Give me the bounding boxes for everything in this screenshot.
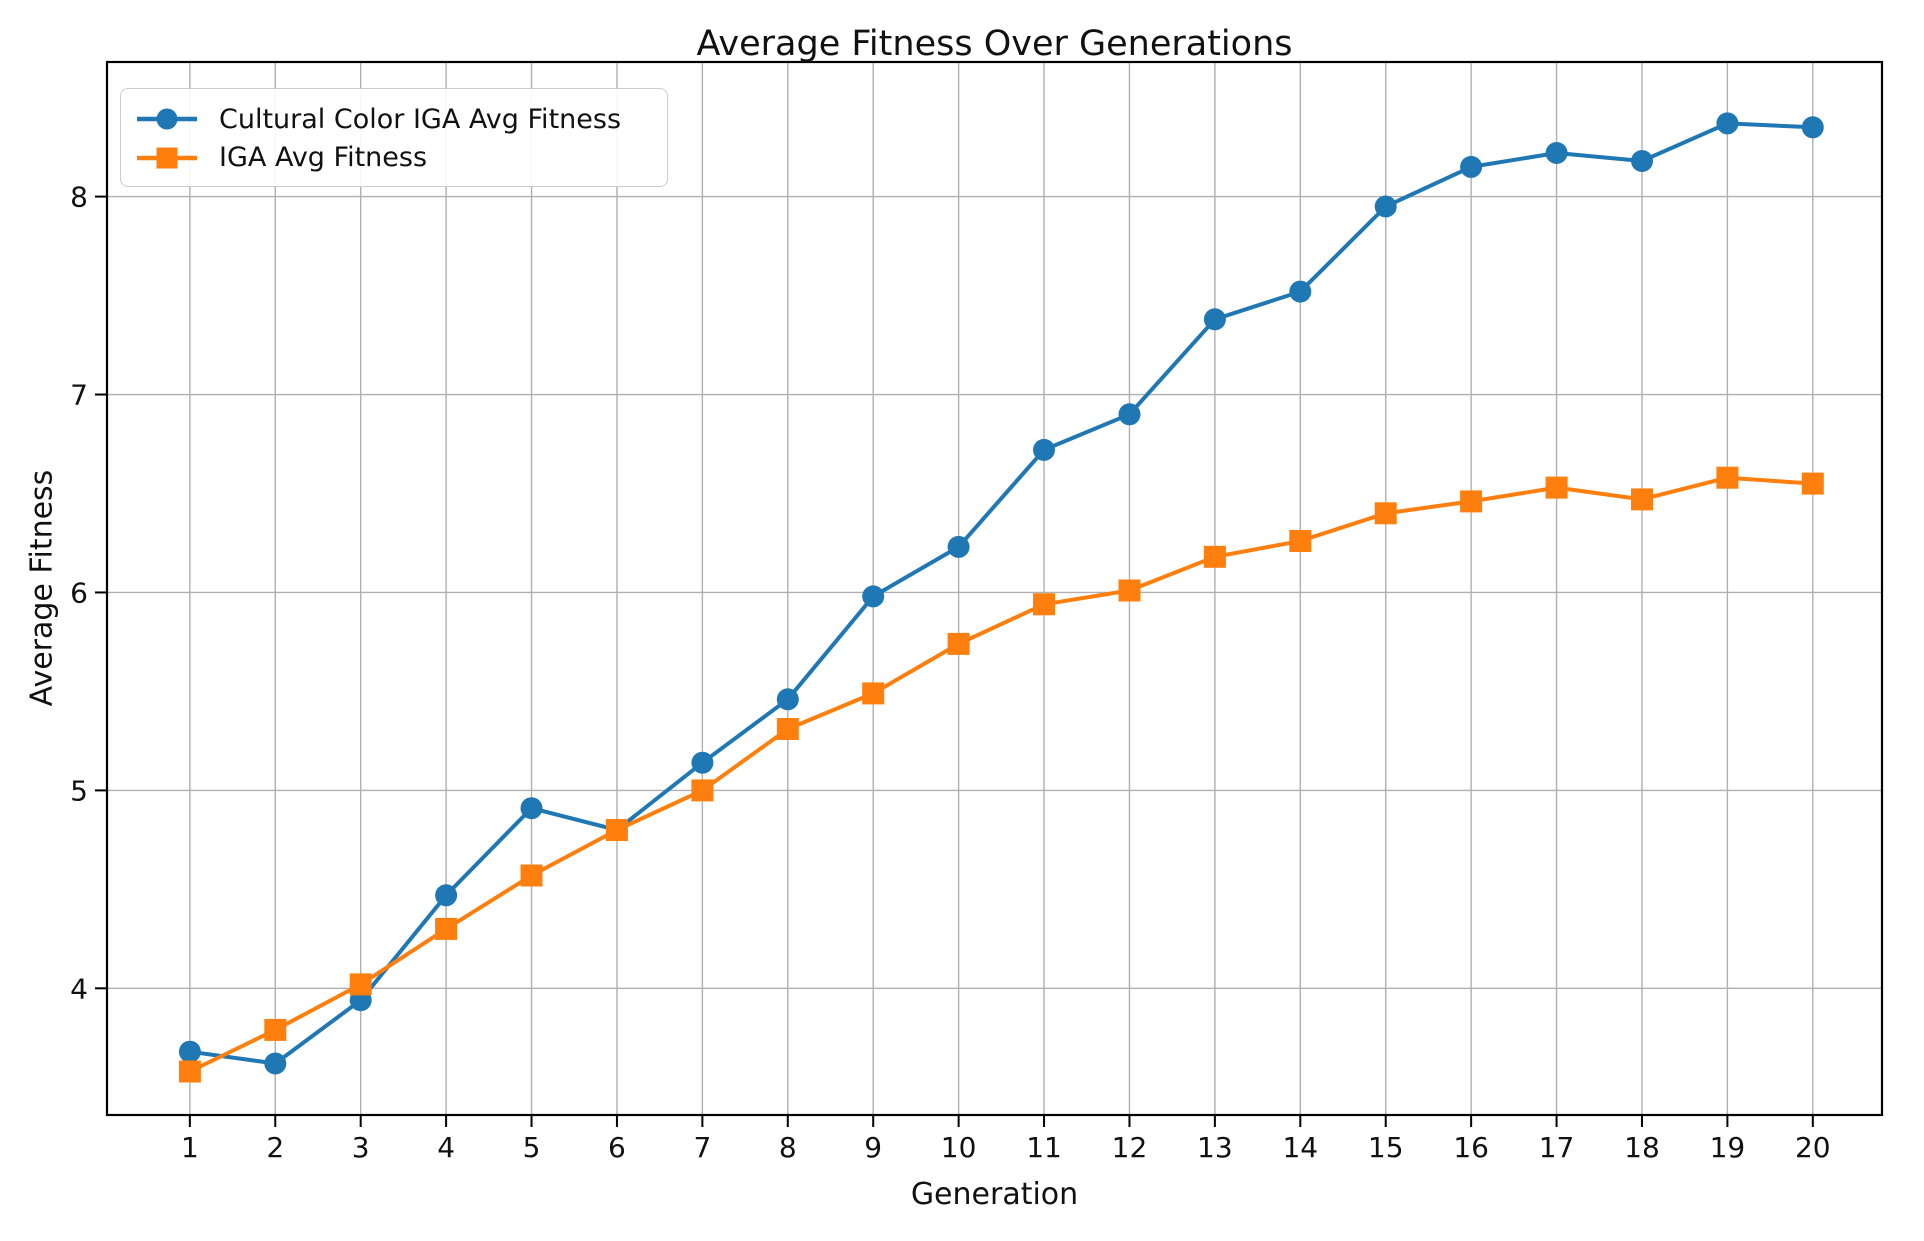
y-tick-label: 5 bbox=[70, 774, 88, 807]
square-marker bbox=[1545, 476, 1568, 499]
x-tick-label: 5 bbox=[523, 1131, 541, 1164]
legend-item-1: Cultural Color IGA Avg Fitness bbox=[135, 102, 643, 136]
y-tick-label: 6 bbox=[70, 576, 88, 609]
circle-marker bbox=[520, 797, 543, 820]
square-marker bbox=[1631, 488, 1653, 511]
y-tick-label: 7 bbox=[70, 379, 88, 412]
circle-marker bbox=[1716, 112, 1739, 135]
circle-marker-icon bbox=[137, 108, 197, 130]
square-marker bbox=[1801, 472, 1824, 495]
y-axis-label: Average Fitness bbox=[24, 469, 60, 707]
x-tick-label: 19 bbox=[1710, 1131, 1746, 1164]
square-marker bbox=[435, 917, 458, 940]
x-tick-label: 9 bbox=[864, 1131, 882, 1164]
square-marker bbox=[264, 1018, 287, 1041]
x-tick-label: 2 bbox=[266, 1131, 284, 1164]
circle-marker bbox=[862, 585, 885, 608]
x-tick-label: 1 bbox=[181, 1131, 199, 1164]
circle-marker bbox=[1545, 142, 1568, 164]
plot-frame bbox=[105, 60, 1884, 1117]
legend-label: IGA Avg Fitness bbox=[219, 142, 428, 174]
circle-marker bbox=[691, 751, 714, 774]
x-tick-label: 17 bbox=[1539, 1131, 1575, 1164]
circle-marker bbox=[264, 1052, 287, 1075]
x-tick-label: 6 bbox=[608, 1131, 626, 1164]
circle-marker bbox=[947, 535, 970, 558]
square-marker bbox=[862, 682, 885, 705]
y-tick-label: 8 bbox=[70, 181, 88, 214]
circle-marker bbox=[776, 688, 799, 711]
x-tick-label: 4 bbox=[437, 1131, 455, 1164]
square-marker bbox=[178, 1060, 201, 1083]
x-tick-label: 11 bbox=[1026, 1131, 1062, 1164]
square-marker bbox=[1118, 579, 1141, 602]
square-marker bbox=[1374, 502, 1397, 525]
x-tick-label: 16 bbox=[1453, 1131, 1489, 1164]
x-tick-label: 12 bbox=[1112, 1131, 1148, 1164]
square-marker bbox=[1289, 530, 1312, 552]
x-tick-label: 13 bbox=[1197, 1131, 1233, 1164]
x-tick-label: 8 bbox=[779, 1131, 797, 1164]
circle-marker bbox=[1801, 116, 1824, 139]
square-marker bbox=[349, 973, 372, 996]
circle-marker bbox=[1374, 195, 1397, 218]
circle-marker bbox=[1631, 150, 1653, 172]
circle-marker bbox=[178, 1040, 201, 1063]
x-tick-label: 3 bbox=[352, 1131, 370, 1164]
circle-marker bbox=[1033, 438, 1055, 461]
circle-marker bbox=[1203, 308, 1226, 331]
square-marker-icon bbox=[137, 147, 197, 169]
circle-marker bbox=[435, 884, 458, 907]
x-axis-label: Generation bbox=[910, 1177, 1079, 1212]
square-marker bbox=[1033, 593, 1055, 616]
circle-marker bbox=[1289, 280, 1312, 303]
square-marker bbox=[520, 864, 543, 887]
legend-item-2: IGA Avg Fitness bbox=[135, 141, 643, 175]
circle-marker bbox=[1460, 155, 1483, 178]
square-marker bbox=[776, 718, 799, 740]
square-marker bbox=[947, 632, 970, 655]
legend: Cultural Color IGA Avg Fitness IGA Avg Fi… bbox=[120, 88, 668, 187]
legend-label: Cultural Color IGA Avg Fitness bbox=[219, 103, 622, 135]
x-tick-label: 7 bbox=[693, 1131, 711, 1164]
square-marker bbox=[1716, 466, 1739, 489]
x-tick-label: 14 bbox=[1282, 1131, 1318, 1164]
square-marker bbox=[691, 779, 714, 802]
circle-marker bbox=[1118, 403, 1141, 426]
chart-title: Average Fitness Over Generations bbox=[696, 24, 1293, 64]
square-marker bbox=[1203, 545, 1226, 568]
square-marker bbox=[1460, 490, 1483, 513]
x-tick-label: 10 bbox=[941, 1131, 977, 1164]
x-tick-label: 20 bbox=[1795, 1131, 1831, 1164]
x-tick-label: 18 bbox=[1624, 1131, 1660, 1164]
series-line-1 bbox=[187, 121, 1815, 1066]
y-tick-label: 4 bbox=[70, 972, 88, 1005]
x-tick-label: 15 bbox=[1368, 1131, 1404, 1164]
square-marker bbox=[605, 819, 628, 841]
series-line-2 bbox=[187, 475, 1815, 1074]
